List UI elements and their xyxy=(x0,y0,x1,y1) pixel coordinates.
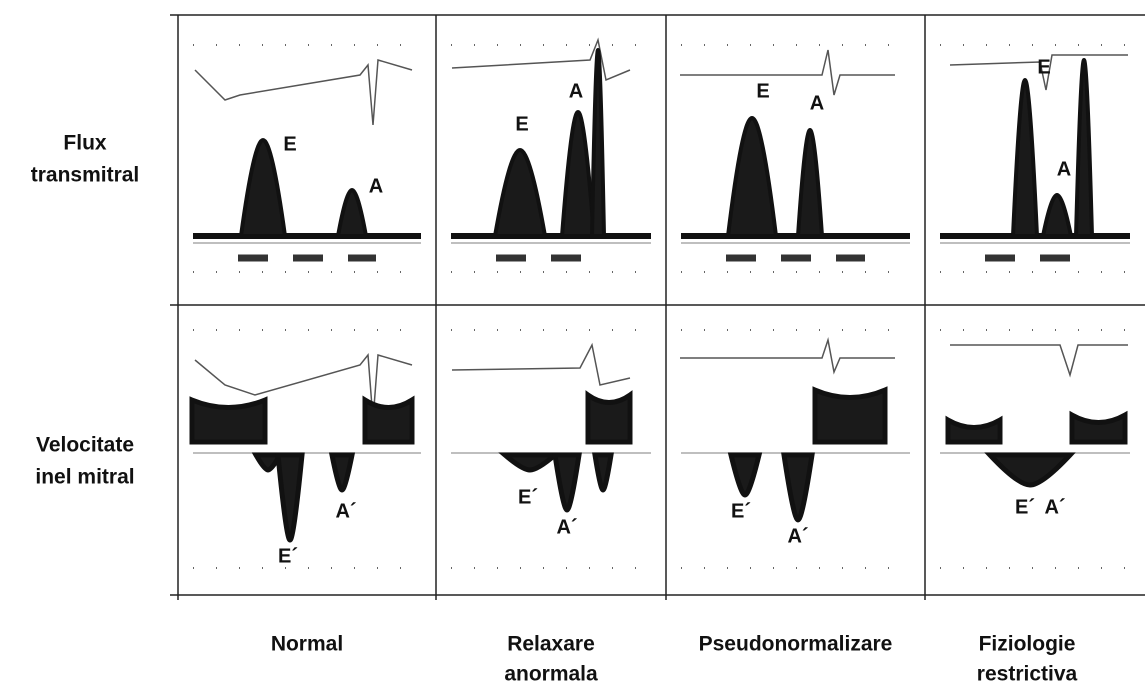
ecg-trace xyxy=(194,353,413,421)
tissue-envelope xyxy=(984,452,1076,488)
tissue-envelope xyxy=(781,452,815,523)
flow-envelope xyxy=(725,115,779,238)
ecg-trace xyxy=(194,59,413,126)
tissue-envelope xyxy=(945,415,1003,445)
tissue-envelope xyxy=(328,452,356,493)
ecg-trace xyxy=(680,337,895,375)
column-label: restrictiva xyxy=(977,663,1078,684)
peak-label: A xyxy=(369,175,383,197)
flow-envelope xyxy=(559,109,597,238)
ecg-trace xyxy=(451,342,631,386)
doppler-traces xyxy=(189,37,1130,569)
peak-label: E´ xyxy=(518,486,538,508)
tissue-envelope xyxy=(498,452,562,473)
column-label: Pseudonormalizare xyxy=(699,633,893,656)
tissue-envelope xyxy=(362,395,415,445)
row-label: Flux xyxy=(63,132,106,155)
peak-label: E´ xyxy=(731,500,751,522)
ecg-trace xyxy=(949,54,1128,91)
peak-label: E xyxy=(756,80,769,102)
flow-envelope xyxy=(1010,77,1040,238)
peak-label: A´ xyxy=(787,525,808,547)
tissue-envelope xyxy=(592,452,614,493)
ecg-trace xyxy=(451,37,631,82)
row-label: inel mitral xyxy=(35,466,134,489)
peak-label: A xyxy=(810,92,824,114)
row-label: transmitral xyxy=(31,164,140,187)
tissue-envelope xyxy=(812,386,888,445)
flow-envelope xyxy=(795,127,825,238)
flow-envelope xyxy=(1073,57,1095,238)
tissue-envelope xyxy=(727,452,763,498)
column-label: Fiziologie xyxy=(979,633,1076,656)
peak-label: A´ xyxy=(556,516,577,538)
peak-label: A xyxy=(569,80,583,102)
tissue-envelope xyxy=(275,452,305,543)
column-label: Normal xyxy=(271,633,343,656)
flow-envelope xyxy=(492,147,548,238)
tissue-envelope xyxy=(552,452,582,513)
flow-envelope xyxy=(335,187,369,238)
flow-envelope xyxy=(1040,192,1074,238)
tissue-envelope xyxy=(1069,410,1128,445)
peak-label: A´ xyxy=(1044,496,1065,518)
peak-label: E xyxy=(515,113,528,135)
column-label: anormala xyxy=(504,663,598,684)
grid xyxy=(170,14,1145,600)
peak-label: E´ xyxy=(1015,496,1035,518)
peak-label: E´ xyxy=(278,545,298,567)
ecg-trace xyxy=(680,49,895,96)
row-label: Velocitate xyxy=(36,434,134,457)
tissue-envelope xyxy=(189,396,268,445)
peak-label: A´ xyxy=(335,500,356,522)
peak-label: E xyxy=(1037,56,1050,78)
peak-label: E xyxy=(283,133,296,155)
ecg-trace xyxy=(950,344,1128,378)
flow-envelope xyxy=(589,47,607,238)
column-label: Relaxare xyxy=(507,633,595,656)
flow-envelope xyxy=(238,137,288,238)
peak-label: A xyxy=(1057,158,1071,180)
tissue-envelope xyxy=(585,390,633,445)
